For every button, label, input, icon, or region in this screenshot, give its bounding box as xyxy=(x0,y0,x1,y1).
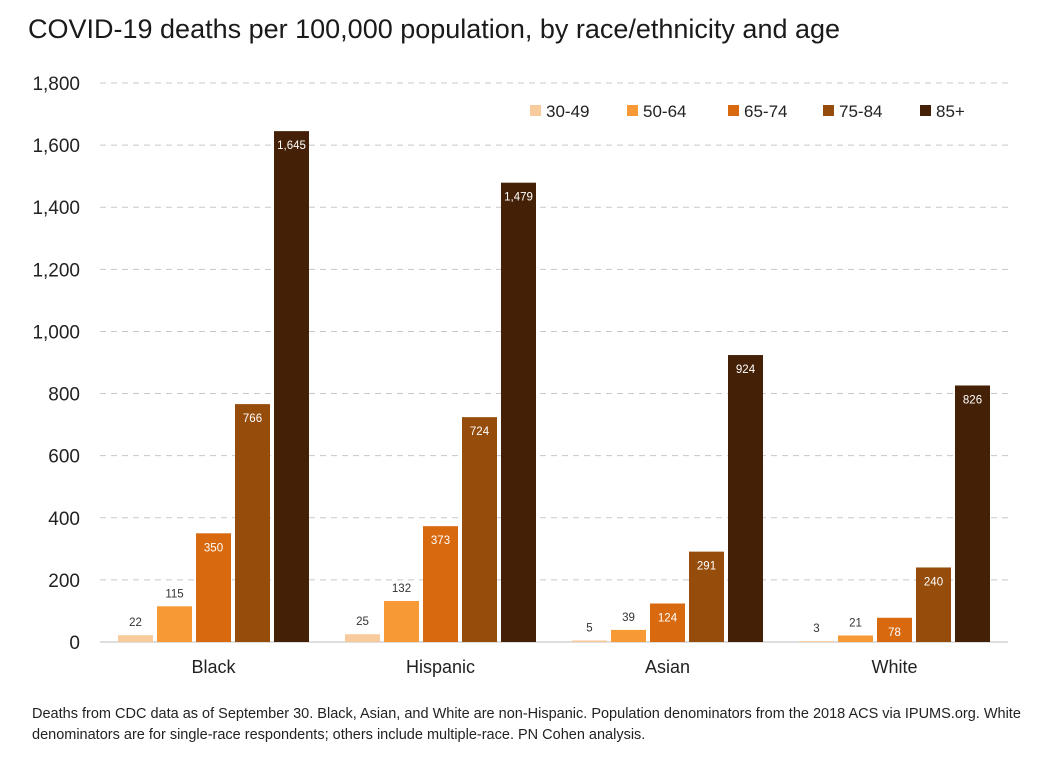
data-label: 373 xyxy=(431,535,450,547)
data-label: 826 xyxy=(963,394,982,406)
chart-title: COVID-19 deaths per 100,000 population, … xyxy=(28,14,841,44)
legend-label: 65-74 xyxy=(744,102,787,121)
y-tick-label: 800 xyxy=(48,385,80,406)
x-tick-label: Asian xyxy=(645,657,690,677)
legend-swatch xyxy=(627,105,638,116)
data-label: 766 xyxy=(243,413,262,425)
data-label: 78 xyxy=(888,627,901,639)
y-tick-label: 1,200 xyxy=(32,260,80,281)
legend: 30-49 50-64 65-74 75-84 85+ xyxy=(530,102,965,121)
bar xyxy=(196,533,231,642)
data-label: 5 xyxy=(586,622,592,634)
bar xyxy=(916,567,951,642)
y-tick-label: 1,400 xyxy=(32,198,80,219)
bar xyxy=(423,526,458,642)
data-label: 124 xyxy=(658,612,678,624)
legend-label: 85+ xyxy=(936,102,965,121)
bar xyxy=(955,385,990,642)
y-tick-label: 200 xyxy=(48,571,80,592)
bar xyxy=(345,634,380,642)
bar xyxy=(501,182,536,642)
data-label: 350 xyxy=(204,542,223,554)
y-axis: 0 200 400 600 800 1,000 1,200 1,400 1,600 1,800 xyxy=(32,74,80,654)
bars: 22 115 350 766 1,645 25 132 373 724 1,479 5 39 124 29… xyxy=(118,131,990,642)
legend-swatch xyxy=(530,105,541,116)
legend-label: 30-49 xyxy=(546,102,589,121)
bar xyxy=(689,551,724,642)
data-label: 724 xyxy=(470,426,490,438)
y-tick-label: 600 xyxy=(48,447,80,468)
x-tick-label: Hispanic xyxy=(406,657,475,677)
bar xyxy=(650,603,685,642)
legend-swatch xyxy=(728,105,739,116)
data-label: 240 xyxy=(924,576,943,588)
data-label: 39 xyxy=(622,612,635,624)
y-tick-label: 1,600 xyxy=(32,136,80,157)
data-label: 1,645 xyxy=(277,140,306,152)
bar xyxy=(118,635,153,642)
y-tick-label: 1,000 xyxy=(32,322,80,343)
bar xyxy=(384,601,419,642)
bar xyxy=(799,641,834,642)
legend-label: 75-84 xyxy=(839,102,882,121)
bar xyxy=(728,355,763,642)
bar-chart: 0 200 400 600 800 1,000 1,200 1,400 1,600 1,800 2… xyxy=(32,74,1008,677)
data-label: 25 xyxy=(356,616,369,628)
legend-swatch xyxy=(823,105,834,116)
bar xyxy=(572,640,607,642)
data-label: 22 xyxy=(129,617,142,629)
bar xyxy=(462,417,497,642)
x-axis: Black Hispanic Asian White xyxy=(191,657,917,677)
legend-label: 50-64 xyxy=(643,102,686,121)
data-label: 3 xyxy=(813,623,819,635)
bar xyxy=(611,629,646,642)
y-tick-label: 1,800 xyxy=(32,74,80,95)
bar xyxy=(157,606,192,642)
y-tick-label: 0 xyxy=(69,633,80,654)
bar xyxy=(235,404,270,642)
data-label: 1,479 xyxy=(504,192,533,204)
data-label: 924 xyxy=(736,364,756,376)
data-label: 132 xyxy=(392,583,411,595)
bar xyxy=(838,635,873,642)
data-label: 21 xyxy=(849,617,862,629)
y-tick-label: 400 xyxy=(48,509,80,530)
data-label: 115 xyxy=(165,588,183,600)
bar xyxy=(274,131,309,642)
legend-swatch xyxy=(920,105,931,116)
footnote: Deaths from CDC data as of September 30.… xyxy=(32,706,1021,743)
data-label: 291 xyxy=(697,561,716,573)
x-tick-label: Black xyxy=(191,657,236,677)
x-tick-label: White xyxy=(871,657,917,677)
bar xyxy=(877,617,912,642)
